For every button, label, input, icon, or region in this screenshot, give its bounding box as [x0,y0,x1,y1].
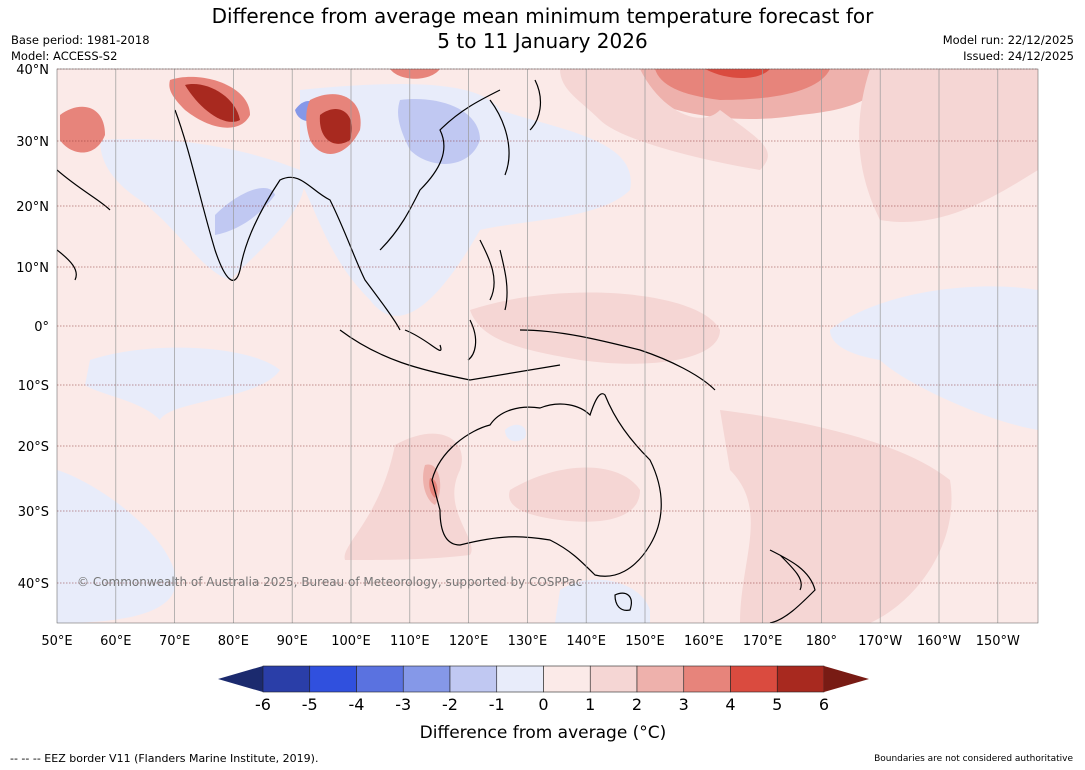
colorbar-over-arrow [824,666,869,692]
colorbar-tick-label: 3 [679,695,689,714]
latitude-label: 0° [34,320,49,335]
colorbar-under-arrow [218,666,263,692]
issued-date: Issued: 24/12/2025 [963,49,1074,63]
eez-legend: -- -- -- EEZ border V11 (Flanders Marine… [10,752,319,765]
base-period: Base period: 1981-2018 [11,33,150,47]
colorbar-tick-label: 5 [772,695,782,714]
coastlines [57,79,816,623]
longitude-label: 150°E [625,634,665,649]
colorbar-bin [683,665,731,693]
anomaly-negative-pacific [830,286,1038,430]
longitude-label: 70°E [159,634,190,649]
anomaly-negative-china [398,99,480,164]
colorbar-tick-label: 4 [725,695,735,714]
anomaly-positive-south-pacific [720,410,952,623]
colorbar-tick-label: -3 [395,695,411,714]
colorbar-label: Difference from average (°C) [420,723,667,743]
colorbar-tick-label: -1 [489,695,505,714]
latitude-label: 10°N [16,261,49,276]
meta-left: Base period: 1981-2018 Model: ACCESS-S2 [11,32,150,64]
model-run: Model run: 22/12/2025 [942,33,1074,47]
anomaly-negative-east-asia [300,84,631,316]
longitude-label: 50°E [41,634,72,649]
latitude-label: 10°S [18,379,49,394]
colorbar-bin [262,665,311,693]
colorbar-tick-label: 2 [632,695,642,714]
colorbar-bin [496,665,544,693]
latitude-labels: 40°N 30°N 20°N 10°N 0° 10°S 20°S 30°S 40°S [16,63,49,592]
colorbar-tick-label: 1 [585,695,595,714]
title-line-1: Difference from average mean minimum tem… [211,4,874,28]
boundaries-disclaimer: Boundaries are not considered authoritat… [874,754,1073,764]
colorbar-bin [309,665,357,693]
longitude-label: 180° [806,634,837,649]
anomaly-positive-australia [509,467,640,522]
anomaly-positive-north-east [859,69,1038,222]
latitude-label: 40°N [16,63,49,78]
colorbar-tick-label: -5 [302,695,318,714]
title-line-2: 5 to 11 January 2026 [437,29,648,53]
colorbar-tick-label: -4 [349,695,365,714]
anomaly-map: 40°N 30°N 20°N 10°N 0° 10°S 20°S 30°S 40°S 50°E 6… [16,63,1039,743]
longitude-label: 160°W [917,634,961,649]
colorbar: -6 -5 -4 -3 -2 -1 0 1 2 3 4 5 6 [218,665,869,714]
colorbar-bin [402,665,451,693]
longitude-label: 110°E [390,634,430,649]
anomaly-negative-indian-ocean [85,347,280,420]
colorbar-bin [589,665,638,693]
copyright-text: © Commonwealth of Australia 2025, Bureau… [77,575,582,589]
longitude-label: 160°E [684,634,724,649]
map-field [57,69,1038,623]
colorbar-tick-label: 0 [538,695,548,714]
longitude-label: 80°E [218,634,249,649]
meta-right: Model run: 22/12/2025 Issued: 24/12/2025 [943,32,1074,64]
colorbar-bin [636,665,685,693]
longitude-label: 100°E [331,634,371,649]
latitude-label: 30°S [18,505,49,520]
longitude-label: 170°E [743,634,783,649]
anomaly-negative-india [100,139,304,280]
anomaly-positive-wa [344,433,472,560]
anomaly-negative-south-indian [57,470,176,623]
colorbar-tick-label: 6 [819,695,829,714]
colorbar-bin [356,665,404,693]
latitude-label: 40°S [18,577,49,592]
colorbar-tick-label: -2 [442,695,458,714]
longitude-label: 150°W [976,634,1020,649]
longitude-label: 60°E [100,634,131,649]
latitude-label: 30°N [16,135,49,150]
longitude-label: 170°W [858,634,902,649]
longitude-label: 140°E [566,634,606,649]
colorbar-bin [776,665,825,693]
anomaly-positive-maritime [470,292,720,364]
colorbar-bin [543,665,591,693]
latitude-label: 20°N [16,200,49,215]
longitude-label: 90°E [277,634,308,649]
colorbar-bin [730,665,778,693]
longitude-label: 120°E [449,634,489,649]
chart-title: Difference from average mean minimum tem… [0,4,1085,54]
australia-coast [431,393,662,577]
colorbar-bin [449,665,498,693]
latitude-label: 20°S [18,440,49,455]
model-name: Model: ACCESS-S2 [11,49,118,63]
colorbar-tick-label: -6 [255,695,271,714]
longitude-labels: 50°E 60°E 70°E 80°E 90°E 100°E 110°E 120°E 130°E… [41,634,1020,649]
longitude-label: 130°E [508,634,548,649]
